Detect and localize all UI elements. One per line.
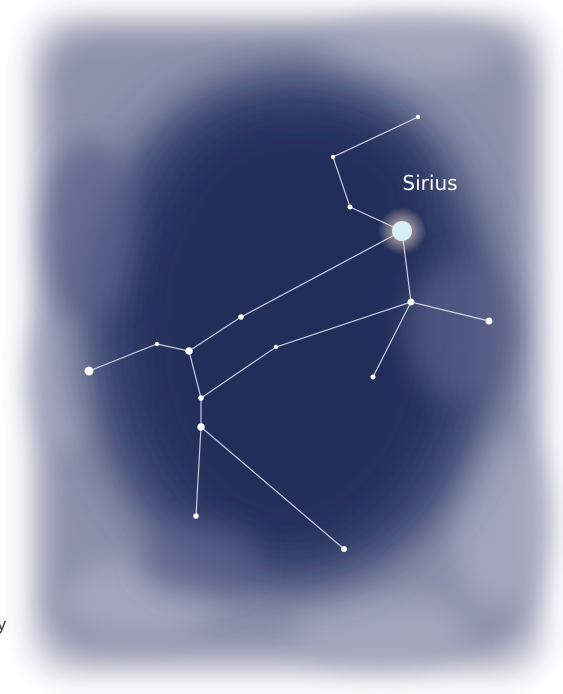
- illustration: Sirius y: [0, 0, 563, 694]
- page: Sirius y (() => { const data = JSON.pars…: [0, 0, 563, 694]
- sirius-star: [392, 221, 412, 241]
- edge-text: y: [0, 615, 6, 634]
- star-label: Sirius: [402, 171, 457, 195]
- watercolor-background: [30, 15, 550, 675]
